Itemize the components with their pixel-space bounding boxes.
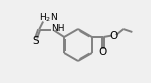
Text: S: S bbox=[32, 36, 39, 45]
Text: O: O bbox=[99, 46, 107, 57]
Text: H$_2$N: H$_2$N bbox=[39, 11, 58, 24]
Text: NH: NH bbox=[51, 23, 65, 33]
Text: O: O bbox=[110, 30, 118, 41]
